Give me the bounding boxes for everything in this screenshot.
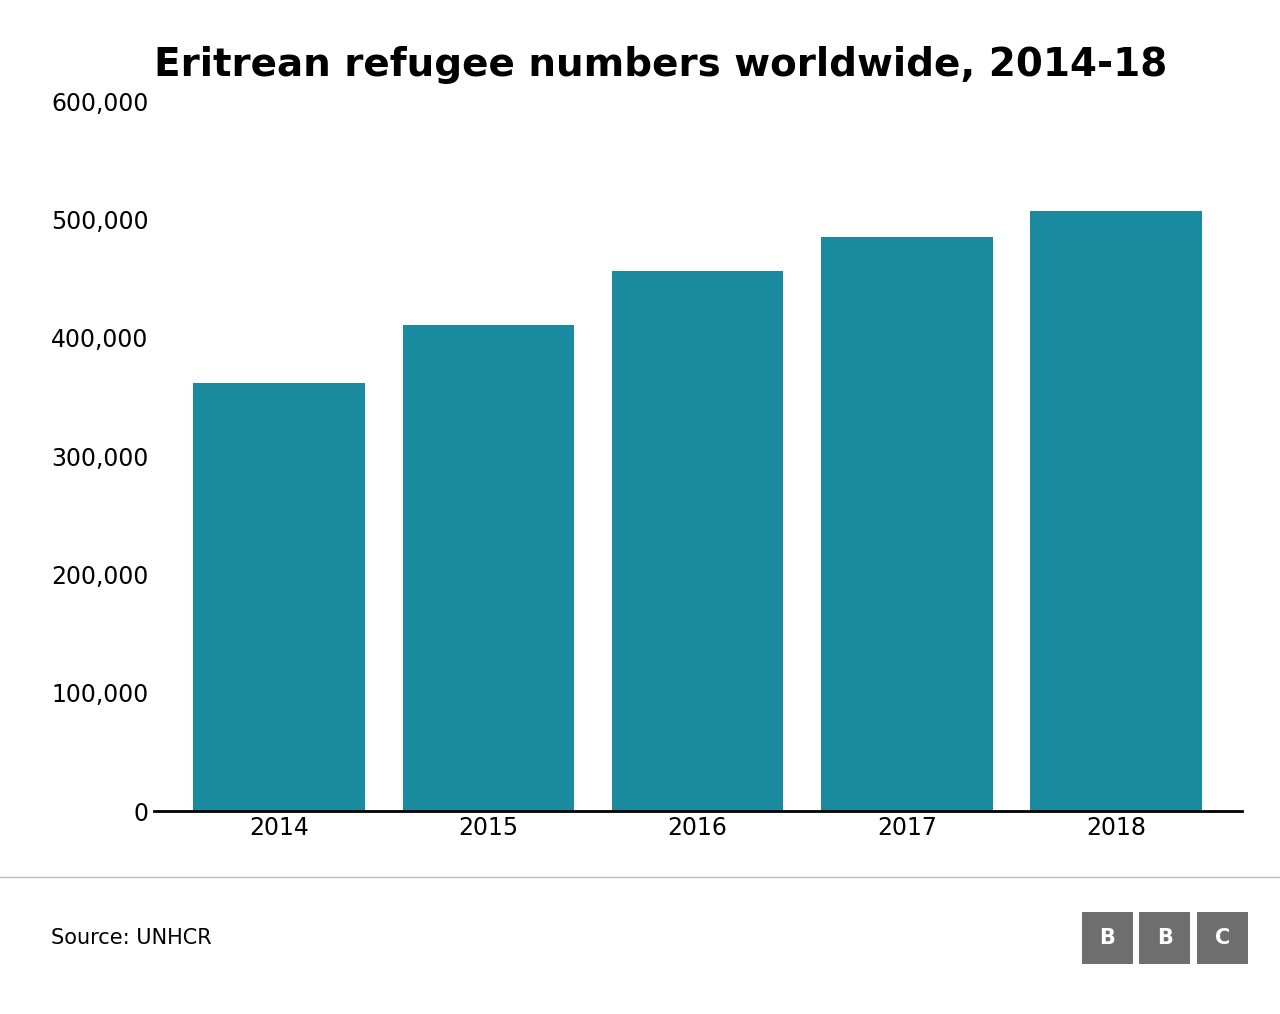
Bar <box>820 237 992 811</box>
Text: B: B <box>1157 928 1172 948</box>
Bar <box>403 324 575 811</box>
Bar <box>612 271 783 811</box>
Text: B: B <box>1100 928 1115 948</box>
Text: C: C <box>1215 928 1230 948</box>
Text: Source: UNHCR: Source: UNHCR <box>51 928 211 948</box>
Bar <box>193 383 365 811</box>
Text: Eritrean refugee numbers worldwide, 2014-18: Eritrean refugee numbers worldwide, 2014… <box>154 47 1167 84</box>
Bar <box>1030 211 1202 811</box>
